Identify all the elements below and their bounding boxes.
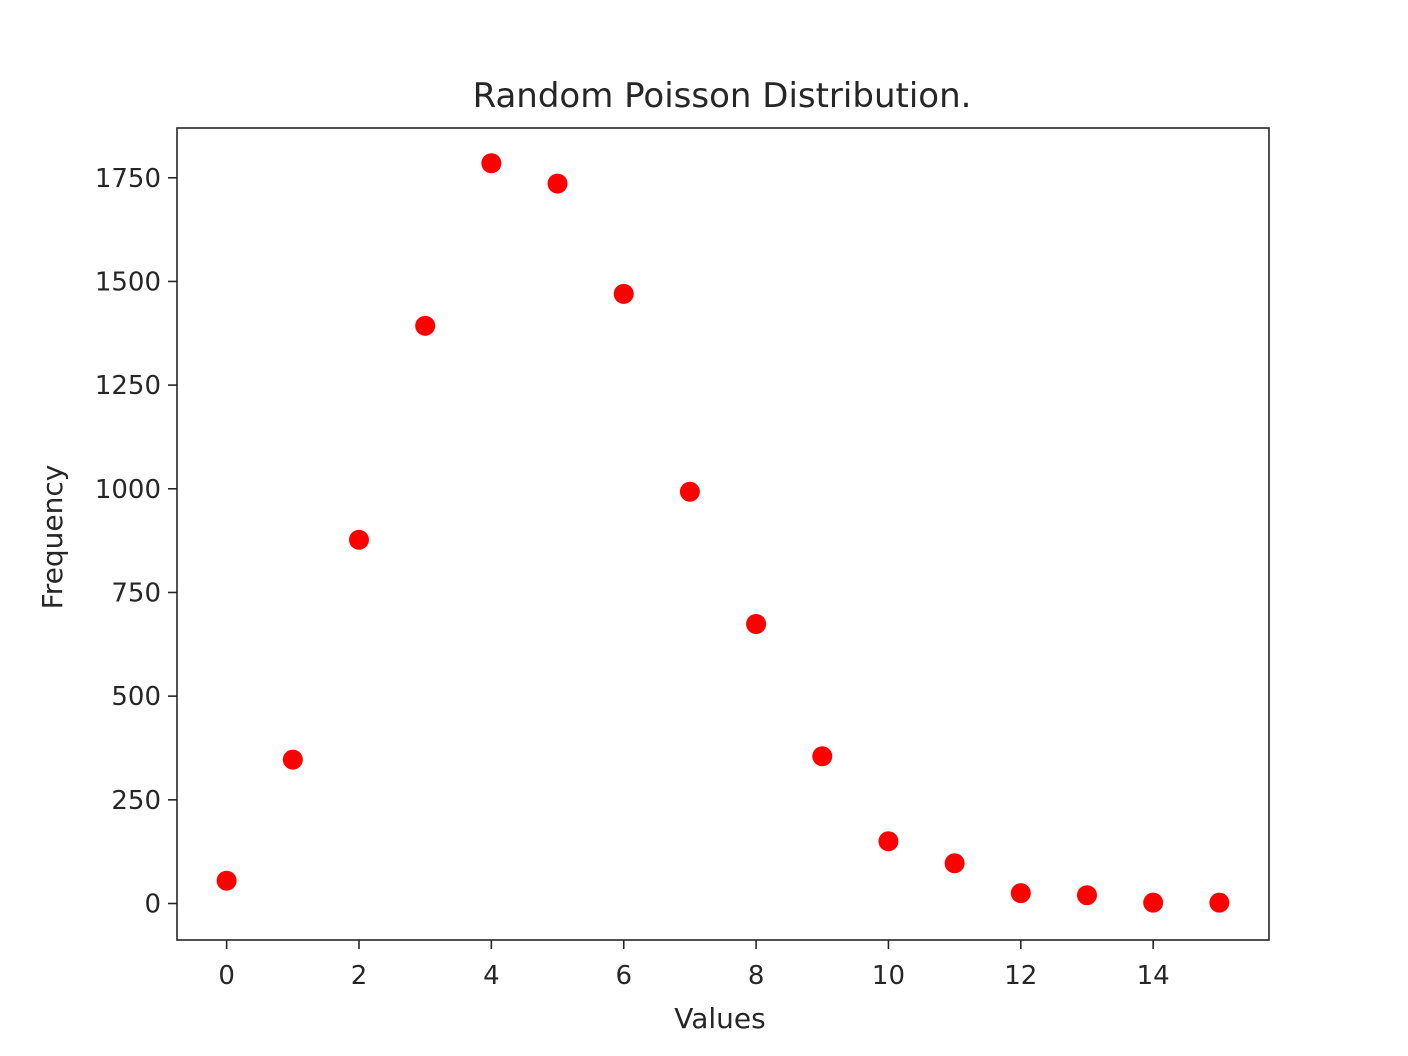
data-points — [216, 153, 1230, 913]
y-tick-label: 750 — [111, 578, 161, 608]
y-axis: 0 250 500 750 1000 1250 1500 1750 — [95, 164, 177, 920]
x-tick-label: 6 — [615, 961, 632, 991]
y-tick-label: 1000 — [95, 475, 161, 505]
x-tick-label: 4 — [483, 961, 500, 991]
data-point — [878, 831, 899, 852]
data-point — [349, 529, 369, 550]
data-point — [944, 853, 965, 874]
x-tick-label: 12 — [1004, 961, 1037, 991]
data-point — [547, 173, 568, 194]
data-point — [1010, 883, 1031, 904]
y-tick-label: 0 — [144, 890, 161, 920]
plot-area — [176, 127, 1270, 941]
y-tick-label: 1750 — [95, 164, 161, 194]
x-tick-label: 2 — [351, 961, 368, 991]
y-tick-label: 1500 — [95, 267, 161, 297]
y-tick-label: 500 — [111, 682, 161, 712]
data-point — [1077, 885, 1097, 906]
data-point — [216, 870, 237, 891]
chart-title: Random Poisson Distribution. — [473, 76, 972, 116]
data-point — [679, 481, 700, 502]
data-point — [481, 153, 502, 174]
data-point — [812, 746, 833, 767]
x-axis: 0 2 4 6 8 10 12 14 — [218, 940, 1170, 991]
x-tick-label: 14 — [1137, 961, 1170, 991]
data-point — [1143, 892, 1164, 913]
x-tick-label: 0 — [218, 961, 235, 991]
y-axis-label: Frequency — [36, 465, 69, 610]
data-point — [415, 315, 436, 336]
data-point — [613, 283, 634, 304]
y-tick-label: 250 — [111, 786, 161, 816]
data-point — [1209, 892, 1230, 913]
y-tick-label: 1250 — [95, 371, 161, 401]
x-tick-label: 8 — [748, 961, 765, 991]
x-axis-label: Values — [674, 1002, 765, 1035]
data-point — [282, 749, 303, 770]
data-point — [746, 613, 767, 634]
x-tick-label: 10 — [872, 961, 905, 991]
